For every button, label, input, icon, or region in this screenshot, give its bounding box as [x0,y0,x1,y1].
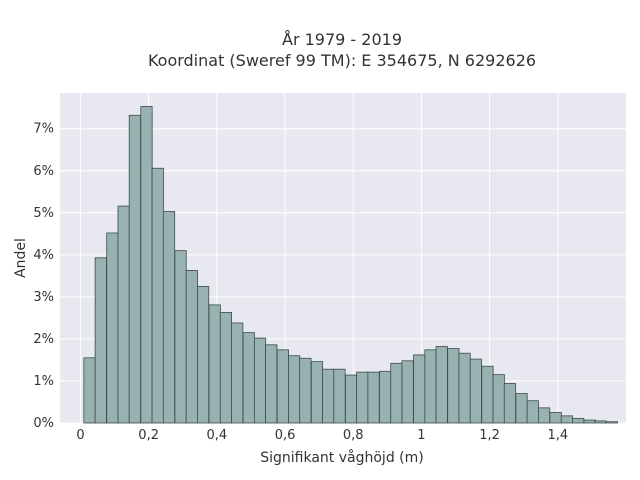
y-axis-label: Andel [13,238,29,278]
histogram-bar [560,415,573,424]
histogram-bar [594,420,607,424]
y-tick-label: 7% [33,122,54,137]
histogram-bar [515,393,528,424]
histogram-bar [605,421,618,424]
histogram-bar [401,360,414,424]
histogram-bar [174,250,187,424]
histogram-bar [469,358,482,424]
histogram-bar [413,354,426,424]
y-tick-label: 0% [33,416,54,431]
histogram-bar [299,357,312,424]
histogram-bar [367,371,380,424]
histogram-bar [151,167,164,424]
histogram-bar [333,368,346,424]
histogram-bar [197,285,210,424]
chart-title-line-1: År 1979 - 2019 [282,30,402,49]
histogram-bar [83,357,96,424]
y-tick-label: 6% [33,164,54,179]
histogram-bar [185,270,198,424]
histogram-bar [356,371,369,424]
histogram-bar [481,365,494,424]
histogram-bar [94,257,107,424]
histogram-bar [344,374,358,424]
histogram-bar [458,352,471,424]
histogram-bar [549,412,562,424]
histogram-bar [492,374,505,424]
histogram-bar [537,407,551,424]
x-tick-label: 0,4 [206,428,227,443]
x-tick-label: 0 [76,428,84,443]
x-axis-label: Signifikant våghöjd (m) [260,449,423,466]
y-axis-ticks: 0% 1% 2% 3% 4% 5% 6% 7% [33,122,54,431]
x-axis-ticks: 0 0,2 0,4 0,6 0,8 1 1,2 1,4 [76,428,568,443]
histogram-bar [583,419,596,424]
histogram-bar [128,114,141,424]
histogram-bar [162,211,176,424]
histogram-bar [265,344,278,424]
histogram-bar [435,346,448,424]
histogram-bar [503,383,517,424]
histogram-bar [310,361,324,424]
histogram-bar [117,205,130,424]
histogram-bar [526,400,539,424]
y-tick-label: 5% [33,206,54,221]
x-tick-label: 0,6 [275,428,296,443]
bars [83,106,618,424]
histogram-bar [208,304,221,424]
y-tick-label: 2% [33,332,54,347]
chart-title-line-2: Koordinat (Sweref 99 TM): E 354675, N 62… [148,51,536,70]
histogram-bar [253,337,267,424]
x-tick-label: 0,2 [138,428,159,443]
x-tick-label: 1 [417,428,425,443]
x-tick-label: 0,8 [343,428,364,443]
histogram-bar [424,349,437,424]
histogram-bar [447,348,460,424]
histogram-bar [322,368,335,424]
histogram-bar [242,332,255,424]
histogram-bar [140,106,153,424]
x-tick-label: 1,2 [479,428,500,443]
histogram-bar [572,417,585,424]
histogram-bar [231,322,244,424]
histogram-bar [379,370,392,424]
x-tick-label: 1,4 [547,428,568,443]
y-tick-label: 3% [33,290,54,305]
histogram-bar [219,312,233,424]
y-tick-label: 1% [33,374,54,389]
histogram-bar [390,362,403,424]
histogram-bar [276,349,289,424]
histogram-bar [288,355,301,424]
y-tick-label: 4% [33,248,54,263]
histogram-bar [106,232,119,424]
